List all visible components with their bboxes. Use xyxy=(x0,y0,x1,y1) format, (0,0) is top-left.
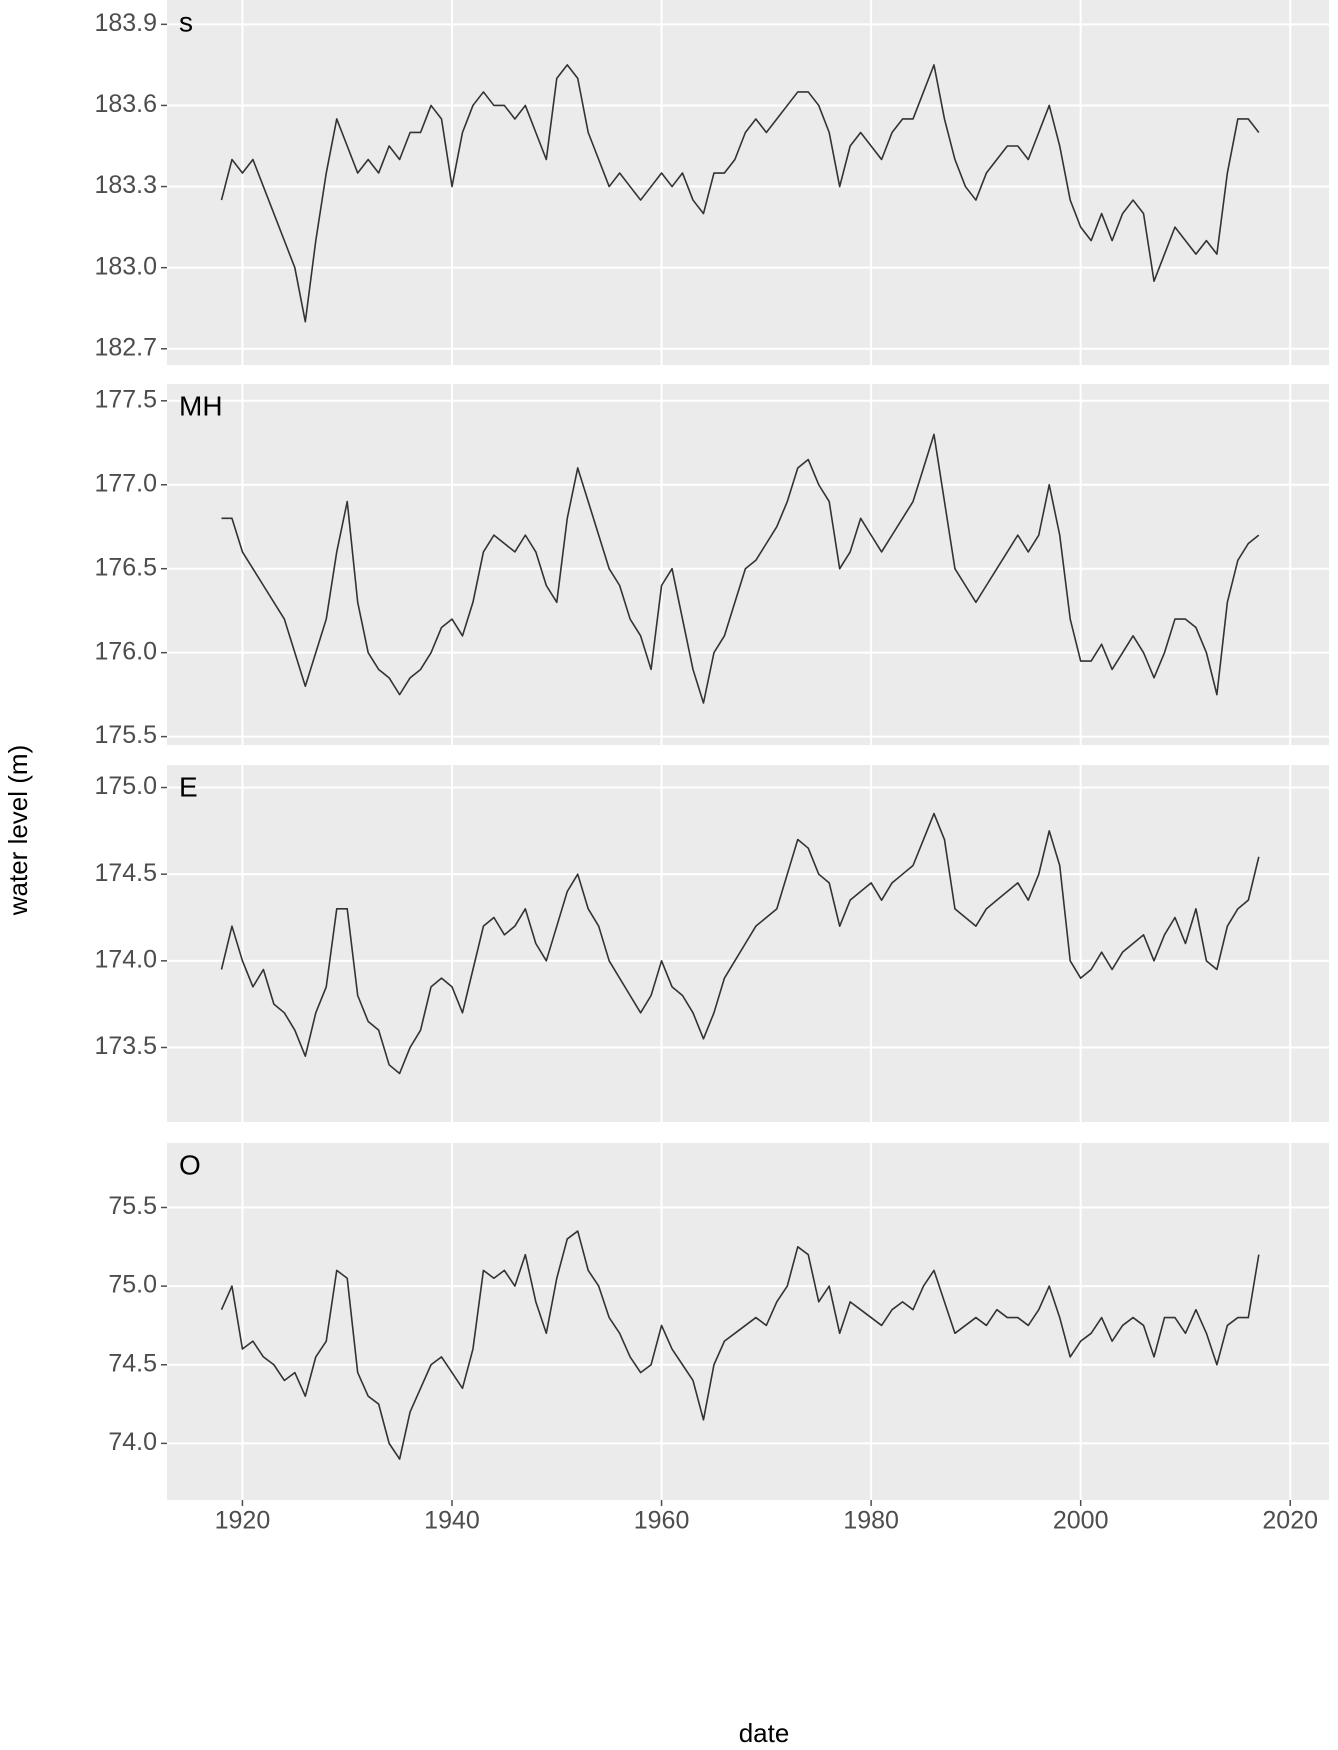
y-tick-label: 74.0 xyxy=(108,1428,157,1456)
panel-background xyxy=(167,1143,1329,1500)
y-tick-label: 174.5 xyxy=(94,859,157,887)
y-tick-label: 176.5 xyxy=(94,553,157,581)
panel-label: E xyxy=(179,771,198,802)
y-tick-label: 175.0 xyxy=(94,772,157,800)
panel-background xyxy=(167,0,1329,365)
x-tick-label: 1960 xyxy=(634,1507,690,1535)
series-line xyxy=(220,812,1260,1075)
y-tick-label: 183.3 xyxy=(94,171,157,199)
y-tick-label: 183.0 xyxy=(94,252,157,280)
y-tick-label: 74.5 xyxy=(108,1349,157,1377)
x-tick-label: 1980 xyxy=(843,1507,899,1535)
series-line xyxy=(220,64,1260,323)
y-tick-label: 176.0 xyxy=(94,637,157,665)
x-tick-label: 1940 xyxy=(424,1507,480,1535)
y-tick-label: 174.0 xyxy=(94,945,157,973)
x-tick-label: 2000 xyxy=(1053,1507,1109,1535)
x-tick-label: 2020 xyxy=(1262,1507,1318,1535)
y-tick-label: 75.5 xyxy=(108,1192,157,1220)
series-line xyxy=(220,1230,1260,1460)
series-line xyxy=(221,433,1260,704)
y-tick-label: 177.5 xyxy=(94,385,157,413)
panel-label: O xyxy=(179,1149,201,1180)
y-tick-label: 177.0 xyxy=(94,469,157,497)
y-tick-label: 182.7 xyxy=(94,333,157,361)
y-tick-label: 175.5 xyxy=(94,721,157,749)
panel-label: s xyxy=(179,6,193,37)
y-tick-label: 183.6 xyxy=(94,90,157,118)
y-tick-label: 75.0 xyxy=(108,1271,157,1299)
panel-background xyxy=(167,384,1329,745)
panel-label: MH xyxy=(179,390,223,421)
panel-background xyxy=(167,765,1329,1122)
y-tick-label: 173.5 xyxy=(94,1032,157,1060)
x-axis-title: date xyxy=(739,1718,790,1748)
x-tick-label: 1920 xyxy=(215,1507,271,1535)
y-tick-label: 183.9 xyxy=(94,9,157,37)
y-axis-title: water level (m) xyxy=(3,745,33,916)
